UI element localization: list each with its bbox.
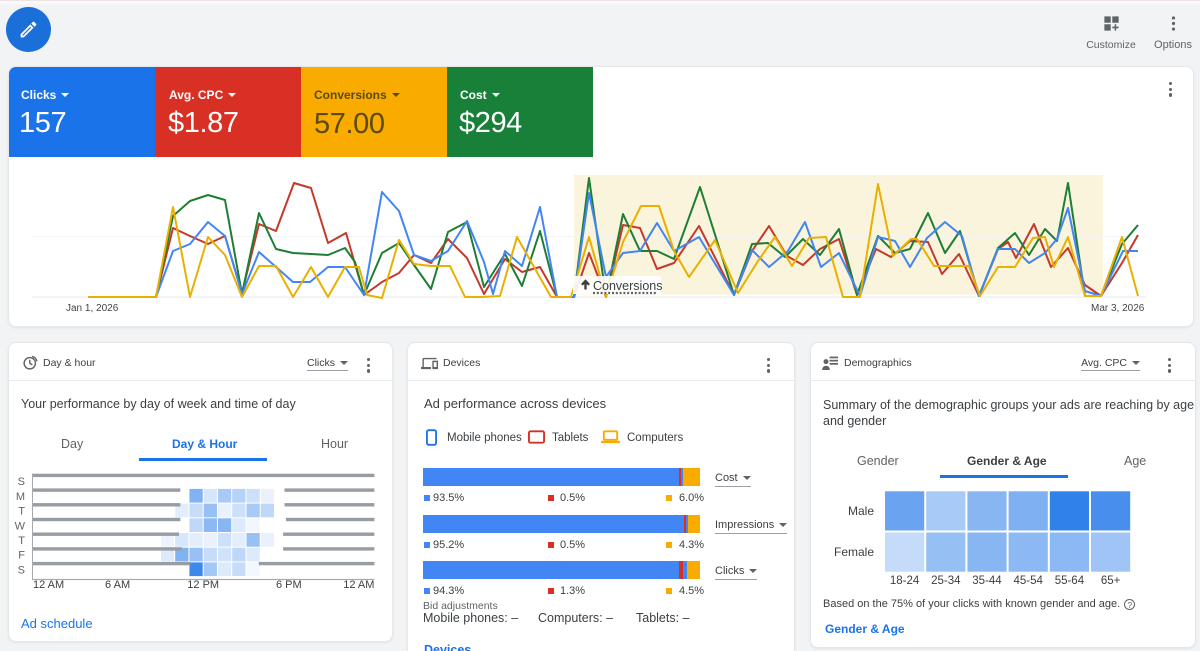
svg-text:65+: 65+: [1101, 575, 1121, 587]
svg-text:25-34: 25-34: [931, 575, 961, 587]
svg-text:W: W: [15, 520, 26, 532]
svg-text:Male: Male: [848, 504, 874, 518]
svg-text:35-44: 35-44: [972, 575, 1002, 587]
svg-text:F: F: [18, 550, 25, 562]
svg-text:Female: Female: [834, 545, 874, 559]
svg-text:6 AM: 6 AM: [105, 579, 130, 591]
svg-text:12 PM: 12 PM: [187, 579, 219, 591]
svg-text:12 AM: 12 AM: [33, 579, 64, 591]
svg-text:T: T: [18, 535, 25, 547]
svg-text:T: T: [18, 506, 25, 518]
svg-text:12 AM: 12 AM: [343, 579, 374, 591]
svg-text:Conversions: Conversions: [593, 279, 662, 293]
svg-text:S: S: [18, 476, 25, 488]
svg-text:18-24: 18-24: [890, 575, 920, 587]
svg-text:55-64: 55-64: [1055, 575, 1085, 587]
svg-text:6 PM: 6 PM: [276, 579, 302, 591]
svg-text:S: S: [18, 564, 25, 576]
svg-text:45-54: 45-54: [1013, 575, 1043, 587]
svg-text:M: M: [16, 491, 25, 503]
